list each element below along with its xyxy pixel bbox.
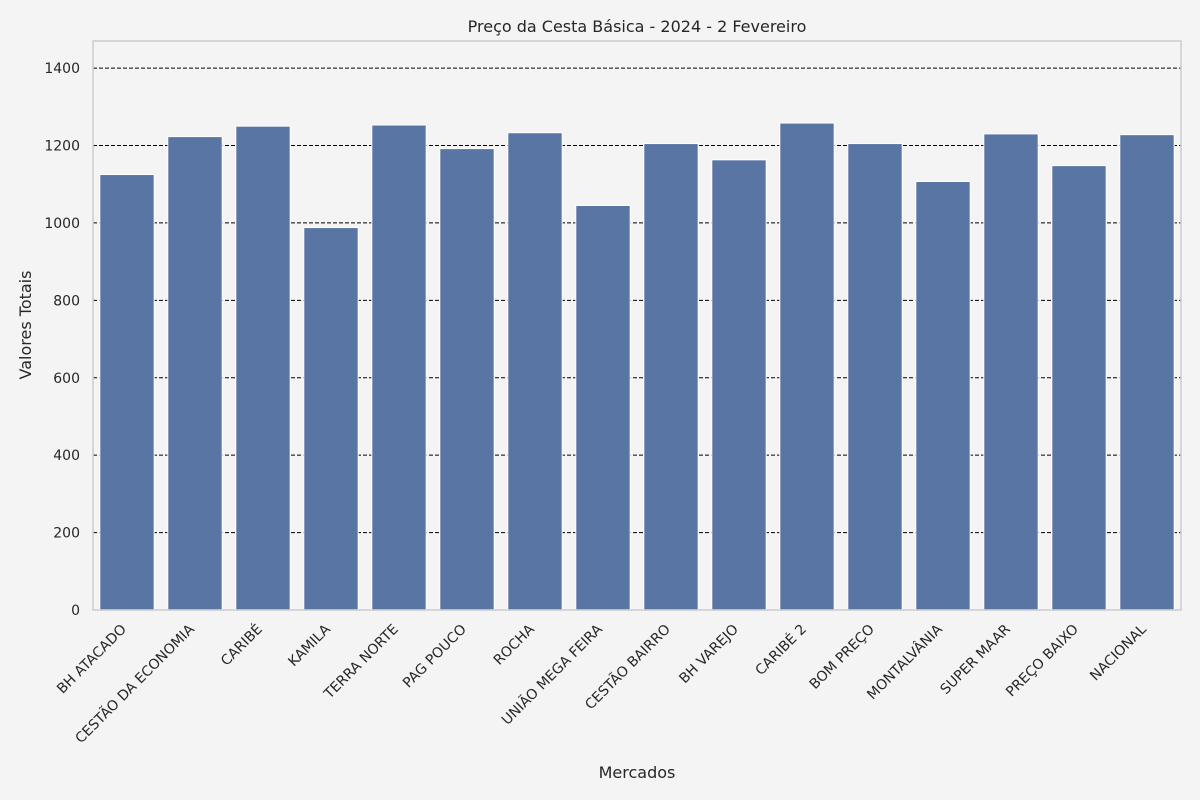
x-tick-label: ROCHA — [491, 621, 538, 668]
x-axis-label: Mercados — [599, 763, 676, 782]
x-tick-label: KAMILA — [285, 621, 334, 670]
bars — [99, 122, 1175, 611]
x-tick-label: SUPER MAAR — [937, 621, 1014, 698]
y-tick-label: 1400 — [44, 61, 80, 77]
x-tick-label: CESTÃO DA ECONOMIA — [72, 621, 198, 747]
chart-title: Preço da Cesta Básica - 2024 - 2 Feverei… — [468, 17, 807, 36]
bar — [439, 148, 495, 611]
y-tick-label: 1200 — [44, 139, 80, 155]
x-tick-label: CARIBÉ — [217, 621, 266, 670]
bar — [643, 143, 699, 611]
y-tick-label: 200 — [53, 526, 80, 542]
x-tick-label: NACIONAL — [1087, 621, 1150, 684]
y-tick-label: 600 — [53, 371, 80, 387]
y-axis-label: Valores Totais — [16, 271, 35, 380]
bar — [1051, 165, 1107, 611]
y-tick-label: 1000 — [44, 216, 80, 232]
y-tick-label: 0 — [71, 603, 80, 619]
x-tick-label: BH ATACADO — [54, 622, 130, 698]
bar — [983, 133, 1039, 611]
bar — [847, 143, 903, 611]
bar — [167, 136, 223, 611]
bar — [507, 132, 563, 611]
bar — [371, 124, 427, 611]
bar — [235, 125, 291, 611]
y-tick-label: 400 — [53, 448, 80, 464]
bar — [99, 174, 155, 611]
x-tick-label: BH VAREJO — [676, 622, 741, 687]
x-tick-label: CARIBÉ 2 — [752, 621, 810, 679]
x-tick-label: BOM PREÇO — [807, 622, 878, 693]
bar — [303, 227, 359, 611]
y-tick-label: 800 — [53, 293, 80, 309]
bar — [1119, 134, 1175, 611]
bar — [711, 159, 767, 611]
plot-frame — [92, 40, 1182, 611]
y-tick-labels: 0 200 400 600 800 1000 1200 1400 — [44, 61, 80, 619]
bar — [575, 205, 631, 611]
x-tick-label: PREÇO BAIXO — [1003, 622, 1082, 701]
bar — [779, 122, 835, 611]
bar — [915, 181, 971, 611]
x-tick-label: PAG POUCO — [400, 622, 470, 692]
